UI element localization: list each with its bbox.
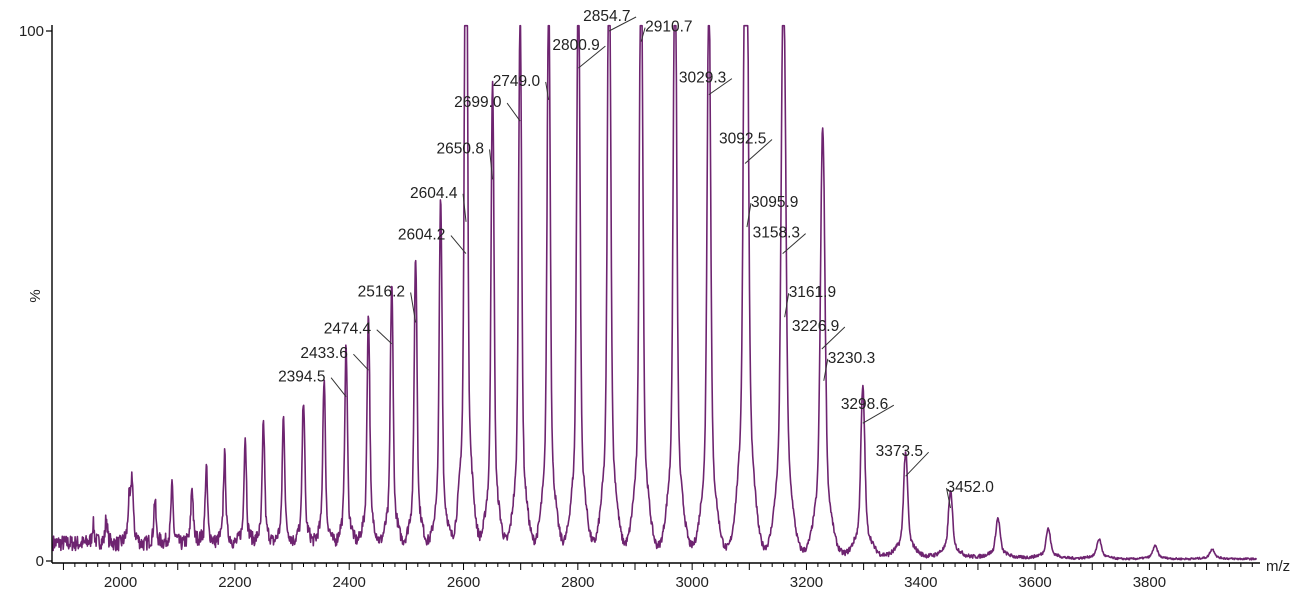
peak-leader-line [708,78,733,96]
peak-label: 2516.2 [358,284,405,301]
peak-label: 2749.0 [493,73,541,90]
x-tick-label: 2600 [447,574,480,591]
peak-label: 2910.7 [645,19,692,36]
x-axis-label: m/z [1266,558,1290,575]
x-tick-label: 3000 [675,574,708,591]
peak-leader-line [744,139,773,164]
peak-leader-line [746,203,752,228]
x-tick-label: 3400 [904,574,937,591]
peak-leader-line [823,358,829,381]
x-tick-label: 2000 [104,574,137,591]
y-tick-label: 100 [19,23,44,40]
y-axis-ticks: 0 100 [19,23,52,570]
peak-leader-line [905,451,929,477]
peak-label: 2800.9 [552,37,599,54]
peak-leader-line [462,193,467,222]
peak-label: 3158.3 [753,225,800,242]
y-axis-label: % [27,289,44,302]
x-tick-label: 3600 [1018,574,1051,591]
peak-leader-line [578,45,606,69]
peak-leader-line [330,377,347,398]
x-tick-label: 3200 [790,574,823,591]
x-tick-label: 2400 [333,574,366,591]
peak-leader-line [450,235,467,254]
peak-label: 2650.8 [437,140,484,157]
peak-leader-line [489,149,494,180]
peak-label: 3373.5 [876,443,923,460]
y-tick-label: 0 [36,553,44,570]
peak-label: 3095.9 [751,194,798,211]
peak-label: 2604.2 [398,227,445,244]
peak-label: 2433.6 [300,345,347,362]
peak-leader-line [545,81,550,100]
peak-label: 3452.0 [946,479,994,496]
peak-label: 3029.3 [679,70,726,87]
peak-label: 3092.5 [719,131,766,148]
x-tick-label: 2200 [218,574,251,591]
peak-labels: 2394.5 2433.6 2474.4 2516.2 2604.2 2604.4 2650… [278,8,994,509]
peak-label: 2604.4 [410,185,458,202]
peak-leader-line [410,292,417,323]
peak-leader-line [821,326,846,350]
spectrum-trace [52,24,1258,561]
peak-leader-line [782,233,806,254]
peak-leader-line [506,102,521,122]
peak-leader-line [353,353,369,371]
peak-label: 2699.0 [454,94,502,111]
peak-label: 2474.4 [324,321,372,338]
peak-leader-line [376,329,393,345]
peak-label: 3298.6 [841,396,888,413]
peak-leader-line [946,487,951,509]
peak-label: 3161.9 [789,284,836,301]
x-tick-label: 3800 [1133,574,1166,591]
peak-leader-line [608,16,637,32]
peak-label: 2854.7 [583,8,630,25]
peak-leader-line [862,404,895,424]
x-axis-ticks: 2000 2200 2400 2600 2800 3000 3200 3400 3600 3800 [62,563,1253,591]
peak-label: 2394.5 [278,369,325,386]
peak-label: 3226.9 [792,318,839,335]
plot-area: 2394.5 2433.6 2474.4 2516.2 2604.2 2604.4 2650… [52,8,1258,561]
peak-leader-line [784,293,790,318]
x-tick-label: 2800 [561,574,594,591]
peak-leader-line [640,27,646,42]
peak-label: 3230.3 [828,350,875,367]
